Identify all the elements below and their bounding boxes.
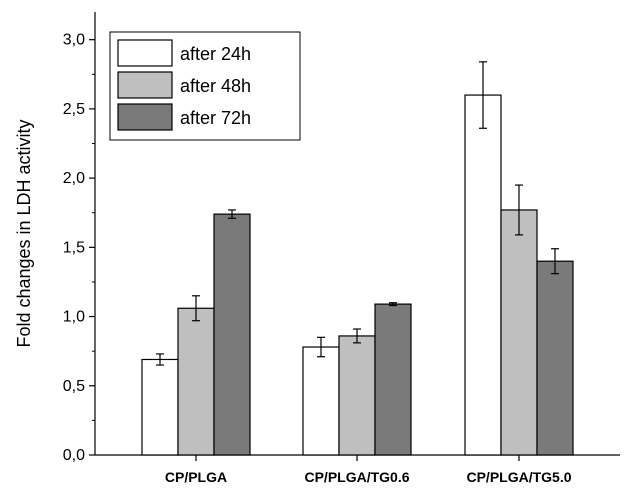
bar — [500, 209, 538, 456]
y-axis-title: Fold changes in LDH activity — [14, 119, 34, 347]
x-tick-label: CP/PLGA — [165, 469, 227, 485]
y-tick-label: 1,0 — [63, 309, 85, 326]
bar — [177, 307, 215, 456]
y-tick-label: 1,5 — [63, 239, 85, 256]
bars-group — [141, 61, 574, 456]
y-tick-label: 0,0 — [63, 447, 85, 464]
bar — [374, 303, 412, 456]
y-tick-label: 0,5 — [63, 378, 85, 395]
bar — [536, 260, 574, 456]
bar — [141, 358, 179, 456]
bar — [213, 213, 251, 456]
bar — [302, 346, 340, 456]
legend-swatch — [117, 71, 173, 99]
legend-swatch — [117, 39, 173, 67]
y-axis: 0,0 0,5 1,0 1,5 2,0 2,5 3,0 — [63, 32, 95, 464]
legend-label: after 72h — [180, 108, 251, 128]
legend: after 24h after 48h after 72h — [109, 31, 301, 141]
x-axis: CP/PLGA CP/PLGA/TG0.6 CP/PLGA/TG5.0 — [165, 455, 572, 485]
y-tick-label: 2,0 — [63, 170, 85, 187]
legend-label: after 48h — [180, 76, 251, 96]
legend-label: after 24h — [180, 44, 251, 64]
bar — [338, 335, 376, 456]
x-tick-label: CP/PLGA/TG0.6 — [304, 469, 409, 485]
x-tick-label: CP/PLGA/TG5.0 — [466, 469, 571, 485]
y-tick-label: 2,5 — [63, 101, 85, 118]
y-tick-label: 3,0 — [63, 32, 85, 49]
bar — [464, 94, 502, 456]
legend-swatch — [117, 103, 173, 131]
